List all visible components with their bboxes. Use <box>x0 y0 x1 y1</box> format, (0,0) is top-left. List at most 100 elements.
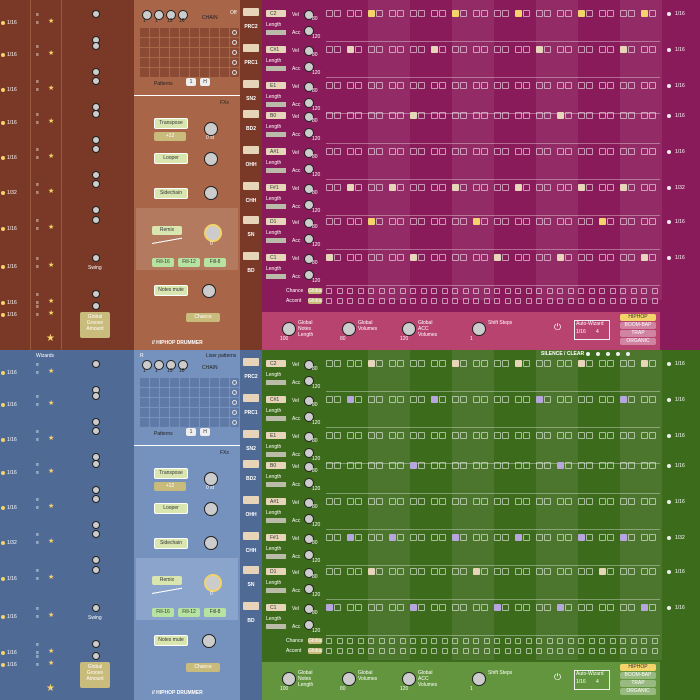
step-cell[interactable] <box>620 46 627 53</box>
pattern-knob[interactable] <box>178 360 188 370</box>
remix-button[interactable]: Remix <box>152 226 182 235</box>
step-cell[interactable] <box>544 462 551 469</box>
step-cell[interactable] <box>544 604 551 611</box>
small-knob[interactable] <box>92 392 100 400</box>
step-cell[interactable] <box>460 112 467 119</box>
acc-knob[interactable] <box>304 98 314 108</box>
step-cell[interactable] <box>334 148 341 155</box>
menu-icon[interactable]: ≡ <box>36 662 39 668</box>
step-cell[interactable] <box>473 534 480 541</box>
step-cell[interactable] <box>452 112 459 119</box>
step-cell[interactable] <box>439 604 446 611</box>
menu-icon[interactable]: ≡ <box>36 304 39 310</box>
pattern-pad[interactable] <box>210 48 219 57</box>
menu-icon[interactable]: ≡ <box>36 20 39 26</box>
menu-icon[interactable]: ≡ <box>36 654 39 660</box>
mod-step[interactable] <box>452 298 458 304</box>
step-cell[interactable] <box>460 184 467 191</box>
step-cell[interactable] <box>515 10 522 17</box>
step-cell[interactable] <box>334 82 341 89</box>
row-led[interactable] <box>667 150 671 154</box>
step-cell[interactable] <box>473 112 480 119</box>
step-cell[interactable] <box>502 10 509 17</box>
step-cell[interactable] <box>355 534 362 541</box>
step-cell[interactable] <box>557 568 564 575</box>
step-cell[interactable] <box>515 462 522 469</box>
step-cell[interactable] <box>431 82 438 89</box>
mod-step[interactable] <box>546 648 553 654</box>
step-cell[interactable] <box>641 10 648 17</box>
step-cell[interactable] <box>523 568 530 575</box>
fill-button[interactable]: Fill-16 <box>152 258 174 267</box>
small-knob[interactable] <box>92 640 100 648</box>
step-cell[interactable] <box>649 568 656 575</box>
row-rate[interactable]: 1/16 <box>675 255 685 261</box>
mod-step[interactable] <box>420 638 427 644</box>
step-cell[interactable] <box>460 360 467 367</box>
step-cell[interactable] <box>439 10 446 17</box>
step-cell[interactable] <box>481 184 488 191</box>
pattern-pad[interactable] <box>200 68 209 77</box>
step-cell[interactable] <box>620 604 627 611</box>
step-cell[interactable] <box>565 462 572 469</box>
step-cell[interactable] <box>628 396 635 403</box>
step-cell[interactable] <box>431 184 438 191</box>
step-cell[interactable] <box>452 10 459 17</box>
step-cell[interactable] <box>355 360 362 367</box>
step-cell[interactable] <box>607 218 614 225</box>
mod-step[interactable] <box>536 298 542 304</box>
mod-step[interactable] <box>504 648 511 654</box>
step-cell[interactable] <box>544 360 551 367</box>
mod-step[interactable] <box>378 298 385 304</box>
row-rate[interactable]: 1/16 <box>675 47 685 53</box>
mod-step[interactable] <box>431 648 437 654</box>
step-cell[interactable] <box>536 254 543 261</box>
step-cell[interactable] <box>431 604 438 611</box>
mod-step[interactable] <box>462 638 469 644</box>
step-cell[interactable] <box>460 46 467 53</box>
mod-step[interactable] <box>588 288 595 294</box>
length-bar[interactable] <box>266 204 286 209</box>
step-cell[interactable] <box>578 360 585 367</box>
step-cell[interactable] <box>607 396 614 403</box>
row-rate[interactable]: 1/16 <box>675 113 685 119</box>
step-cell[interactable] <box>523 604 530 611</box>
mod-step[interactable] <box>641 648 647 654</box>
mod-step[interactable] <box>599 638 605 644</box>
row-rate[interactable]: 1/32 <box>675 185 685 191</box>
vel-knob[interactable] <box>304 218 314 228</box>
step-cell[interactable] <box>368 10 375 17</box>
pattern-pad[interactable] <box>210 408 219 417</box>
row-led[interactable] <box>667 570 671 574</box>
mod-step[interactable] <box>620 648 626 654</box>
pattern-pad[interactable] <box>170 48 179 57</box>
step-cell[interactable] <box>410 254 417 261</box>
mod-step[interactable] <box>546 638 553 644</box>
pattern-pad[interactable] <box>140 408 149 417</box>
pad-chip[interactable] <box>243 430 259 438</box>
menu-icon[interactable]: ≡ <box>36 532 39 538</box>
pattern-pad[interactable] <box>140 388 149 397</box>
mod-step[interactable] <box>368 638 374 644</box>
step-cell[interactable] <box>607 148 614 155</box>
mod-step[interactable] <box>420 288 427 294</box>
mod-step[interactable] <box>567 638 574 644</box>
small-knob[interactable] <box>92 427 100 435</box>
length-bar[interactable] <box>266 102 286 107</box>
step-cell[interactable] <box>481 396 488 403</box>
mod-step[interactable] <box>431 298 437 304</box>
step-cell[interactable] <box>355 432 362 439</box>
step-cell[interactable] <box>641 112 648 119</box>
mod-step[interactable] <box>357 638 364 644</box>
looper-knob[interactable] <box>204 152 218 166</box>
small-knob[interactable] <box>92 495 100 503</box>
small-knob[interactable] <box>92 652 100 660</box>
step-cell[interactable] <box>502 604 509 611</box>
vel-knob[interactable] <box>304 462 314 472</box>
mod-step[interactable] <box>441 298 448 304</box>
mod-step[interactable] <box>599 288 605 294</box>
step-cell[interactable] <box>586 360 593 367</box>
step-cell[interactable] <box>418 184 425 191</box>
vel-knob[interactable] <box>304 254 314 264</box>
step-cell[interactable] <box>515 82 522 89</box>
